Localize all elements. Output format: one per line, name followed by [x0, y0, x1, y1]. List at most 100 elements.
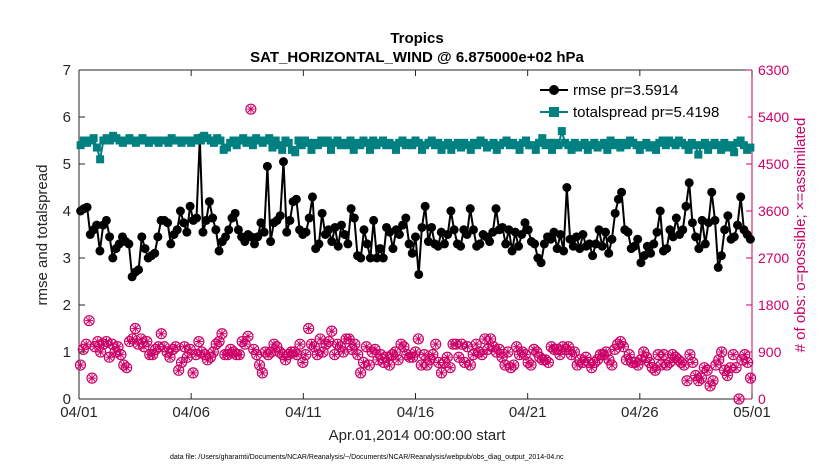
obs-assimilated-marker: [659, 350, 668, 359]
obs-possible-marker: [86, 372, 98, 384]
rmse-point: [369, 215, 379, 225]
totalspread-point: [437, 145, 446, 154]
obs-assimilated-marker: [428, 350, 437, 359]
obs-assimilated-marker: [602, 348, 611, 356]
totalspread-point: [691, 141, 700, 150]
rmse-point: [462, 230, 472, 239]
totalspread-point: [265, 134, 274, 143]
obs-point: [508, 359, 520, 371]
rmse-point: [691, 232, 701, 242]
obs-point: [216, 328, 228, 340]
obs-assimilated-marker: [327, 327, 336, 336]
totalspread-point: [408, 141, 417, 150]
rmse-point: [649, 239, 659, 249]
obs-assimilated-marker: [362, 342, 371, 351]
rmse-point: [427, 222, 437, 232]
obs-assimilated-marker: [703, 366, 712, 375]
rmse-point: [285, 215, 295, 225]
totalspread-point: [583, 145, 592, 154]
totalspread-point: [661, 141, 670, 150]
obs-point: [363, 359, 375, 371]
obs-assimilated-marker: [740, 350, 749, 359]
totalspread-point: [652, 145, 661, 154]
obs-point: [502, 346, 514, 358]
obs-assimilated-marker: [139, 342, 148, 351]
obs-assimilated-marker: [616, 337, 625, 346]
obs-assimilated-marker: [206, 353, 215, 362]
obs-assimilated-marker: [385, 361, 394, 370]
rmse-point: [82, 202, 92, 212]
rmse-point: [359, 225, 369, 235]
obs-assimilated-marker: [440, 358, 449, 367]
rmse-point: [475, 239, 485, 249]
obs-point: [256, 367, 269, 379]
rmse-point: [214, 246, 224, 256]
obs-assimilated-marker: [619, 342, 628, 351]
obs-possible-marker: [178, 341, 191, 353]
obs-possible-marker: [687, 356, 699, 369]
obs-assimilated-marker: [498, 353, 507, 362]
obs-assimilated-marker: [131, 324, 140, 333]
totalspread-point: [284, 138, 293, 147]
obs-point: [435, 367, 448, 379]
rmse-point: [613, 194, 623, 204]
obs-point: [687, 356, 699, 369]
rmse-point: [465, 204, 475, 214]
obs-assimilated-marker: [726, 363, 735, 372]
obs-assimilated-marker: [706, 381, 715, 390]
obs-assimilated-marker: [555, 350, 564, 359]
obs-point: [326, 325, 338, 337]
totalspread-point: [694, 150, 703, 159]
obs-possible-marker: [216, 328, 228, 340]
obs-assimilated-marker: [564, 342, 573, 351]
obs-assimilated-marker: [532, 348, 541, 356]
rmse-point: [662, 244, 672, 254]
rmse-point: [485, 237, 495, 247]
obs-assimilated-marker: [460, 358, 469, 367]
obs-point: [294, 338, 306, 350]
rmse-point: [707, 187, 717, 197]
rmse-point: [336, 220, 346, 230]
totalspread-point: [700, 138, 709, 147]
obs-possible-marker: [412, 333, 424, 345]
obs-assimilated-marker: [746, 374, 755, 383]
rmse-point: [578, 230, 588, 239]
obs-point: [427, 349, 439, 361]
rmse-point: [262, 161, 272, 171]
rmse-point: [365, 253, 375, 263]
obs-point: [730, 362, 742, 374]
series-layer: [74, 103, 757, 405]
totalspread-point: [720, 138, 729, 147]
obs-possible-marker: [245, 103, 257, 115]
obs-assimilated-marker: [417, 361, 426, 370]
obs-assimilated-marker: [209, 348, 218, 356]
rmse-point: [388, 244, 398, 254]
obs-point: [300, 349, 312, 361]
obs-assimilated-marker: [243, 332, 252, 341]
totalspread-point: [606, 136, 615, 145]
rmse-point: [185, 201, 195, 211]
totalspread-point: [92, 143, 101, 152]
obs-assimilated-marker: [645, 358, 654, 367]
obs-point: [459, 356, 471, 369]
obs-point: [355, 367, 367, 379]
obs-assimilated-marker: [391, 348, 400, 356]
obs-assimilated-marker: [605, 355, 614, 364]
obs-assimilated-marker: [336, 342, 345, 351]
obs-point: [100, 335, 113, 348]
rmse-point: [439, 239, 449, 249]
obs-assimilated-marker: [90, 342, 99, 351]
obs-possible-marker: [742, 356, 754, 369]
obs-assimilated-marker: [113, 342, 122, 351]
y2-tick-label: 6300: [758, 62, 789, 78]
y2-tick-label: 3600: [758, 203, 789, 219]
totalspread-point: [427, 136, 436, 145]
obs-assimilated-marker: [255, 361, 264, 370]
obs-point: [695, 372, 708, 384]
totalspread-point: [713, 141, 722, 150]
obs-assimilated-marker: [735, 395, 744, 403]
obs-assimilated-marker: [714, 355, 723, 364]
obs-point: [742, 356, 754, 369]
totalspread-point: [434, 138, 443, 147]
obs-assimilated-marker: [281, 355, 290, 364]
